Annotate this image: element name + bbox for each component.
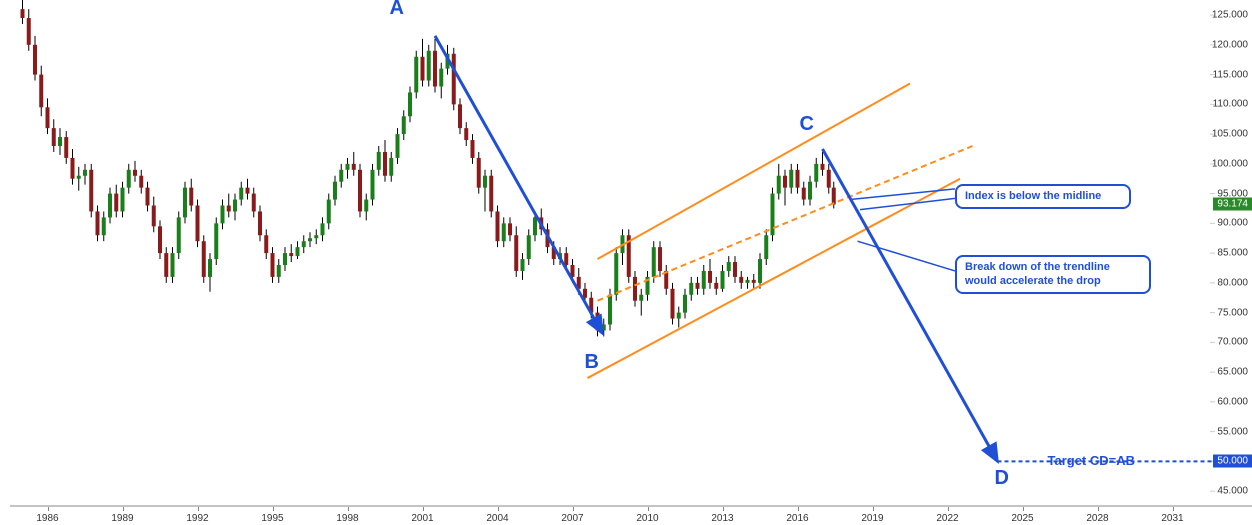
x-tick-label: 2013	[711, 513, 733, 524]
current-price-badge: 93.174	[1213, 198, 1252, 211]
x-tick-label: 1998	[336, 513, 358, 524]
x-tick-label: 2016	[786, 513, 808, 524]
y-tick-label: 85.000	[1217, 248, 1248, 259]
x-tick-label: 2025	[1011, 513, 1033, 524]
label-d: D	[995, 467, 1009, 490]
x-tick-label: 1995	[261, 513, 283, 524]
label-c: C	[800, 113, 814, 136]
y-tick-label: 125.000	[1212, 10, 1248, 21]
target-price-badge: 50.000	[1213, 455, 1252, 468]
y-tick-label: 55.000	[1217, 426, 1248, 437]
x-tick-label: 2010	[636, 513, 658, 524]
label-b: B	[585, 351, 599, 374]
y-tick-label: 90.000	[1217, 218, 1248, 229]
target-label: Target CD=AB	[1048, 453, 1136, 468]
y-tick-label: 65.000	[1217, 367, 1248, 378]
y-tick-label: 80.000	[1217, 277, 1248, 288]
y-tick-label: 120.000	[1212, 39, 1248, 50]
y-tick-label: 70.000	[1217, 337, 1248, 348]
x-tick-label: 2004	[486, 513, 508, 524]
annotation-midline: Index is below the midline	[955, 184, 1131, 210]
annotation-breakdown: Break down of the trendline would accele…	[955, 255, 1151, 295]
x-tick-label: 1992	[186, 513, 208, 524]
x-axis: 1986 1989 1992 1995 1998 2001 2004 2007 2010 2013…	[0, 509, 1252, 525]
x-tick-label: 2022	[936, 513, 958, 524]
y-tick-label: 75.000	[1217, 307, 1248, 318]
x-tick-label: 1989	[111, 513, 133, 524]
label-a: A	[390, 0, 404, 20]
y-tick-label: 105.000	[1212, 129, 1248, 140]
y-tick-label: 60.000	[1217, 396, 1248, 407]
x-tick-label: 2001	[411, 513, 433, 524]
x-tick-label: 2019	[861, 513, 883, 524]
x-tick-label: 2007	[561, 513, 583, 524]
y-tick-label: 100.000	[1212, 158, 1248, 169]
y-tick-label: 45.000	[1217, 486, 1248, 497]
x-tick-label: 1986	[36, 513, 58, 524]
x-tick-label: 2028	[1086, 513, 1108, 524]
y-tick-label: 115.000	[1213, 69, 1248, 80]
price-chart[interactable]: 125.000 120.000 115.000 110.000 105.000 100.0…	[0, 0, 1252, 525]
x-tick-label: 2031	[1161, 513, 1183, 524]
y-tick-label: 110.000	[1213, 99, 1248, 110]
y-axis: 125.000 120.000 115.000 110.000 105.000 100.0…	[1210, 0, 1252, 525]
